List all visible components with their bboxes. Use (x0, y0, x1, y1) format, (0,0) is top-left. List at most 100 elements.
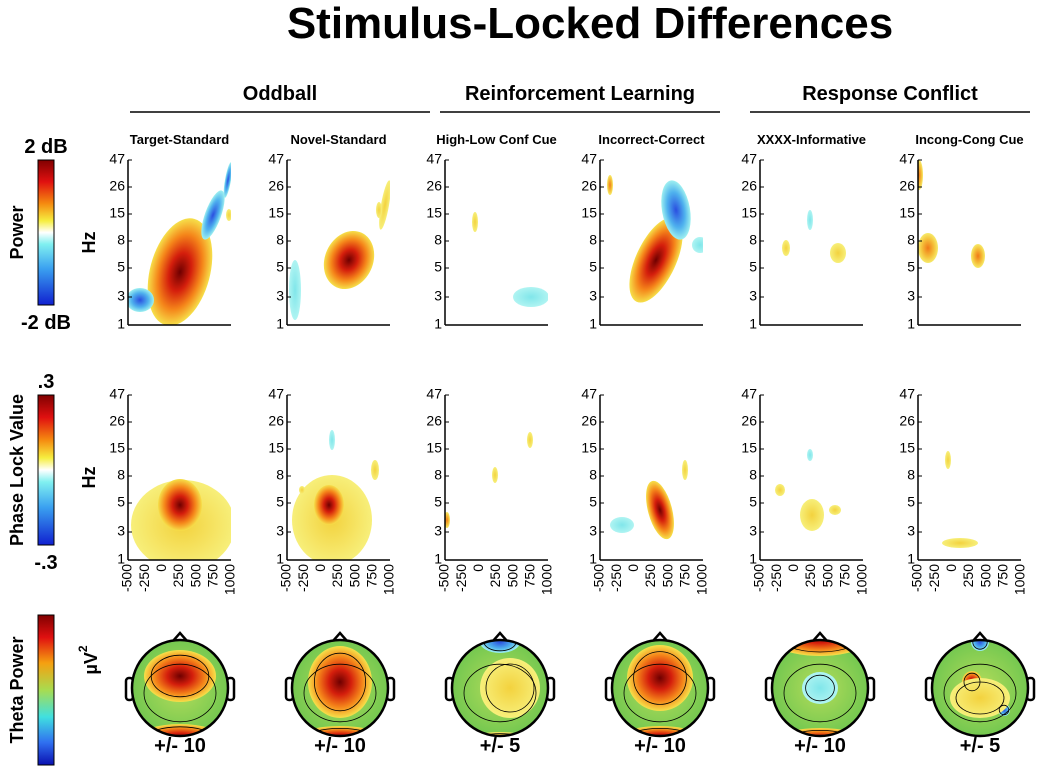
y-tick-label: 15 (741, 440, 757, 456)
y-tick-label: 1 (589, 316, 597, 332)
heatmap-blob (223, 162, 231, 198)
x-tick-label: 1000 (1012, 564, 1028, 595)
heatmap-blob (775, 484, 785, 496)
y-tick-label: 8 (434, 467, 442, 483)
y-tick-label: 3 (117, 288, 125, 304)
y-tick-label: 15 (268, 440, 284, 456)
axis-label: Hz (79, 232, 99, 254)
x-tick-label: -250 (608, 564, 624, 592)
colorbar-min: -2 dB (21, 312, 71, 334)
y-tick-label: 8 (276, 467, 284, 483)
contour (623, 663, 697, 723)
heatmap (942, 451, 978, 548)
y-tick-label: 15 (899, 205, 915, 221)
x-tick-label: 750 (995, 564, 1011, 588)
figure-title: Stimulus-Locked Differences (287, 0, 893, 48)
x-tick-label: 1000 (222, 564, 238, 595)
x-tick-label: -250 (768, 564, 784, 592)
y-tick-label: 15 (741, 205, 757, 221)
contour (313, 652, 366, 712)
contour (305, 728, 374, 736)
y-tick-label: 8 (589, 232, 597, 248)
heatmap (292, 430, 379, 560)
y-tick-label: 26 (268, 178, 284, 194)
head-outline (450, 638, 550, 738)
x-tick-label: 750 (522, 564, 538, 588)
y-tick-label: 1 (276, 551, 284, 567)
heatmap-blob (329, 430, 335, 450)
topoplot (452, 640, 548, 736)
contour (805, 674, 835, 702)
y-tick-label: 3 (589, 288, 597, 304)
heatmap-blob (830, 243, 846, 263)
topoplot (612, 640, 708, 736)
heatmap-blob (513, 287, 548, 307)
y-tick-label: 47 (741, 386, 757, 402)
x-tick-label: 750 (837, 564, 853, 588)
topo-blob (971, 640, 989, 651)
y-tick-label: 8 (117, 467, 125, 483)
y-tick-label: 8 (117, 232, 125, 248)
x-tick-label: 750 (677, 564, 693, 588)
x-tick-label: 0 (943, 564, 959, 572)
heatmap-blob (607, 175, 613, 195)
y-tick-label: 1 (434, 316, 442, 332)
y-tick-label: 3 (117, 523, 125, 539)
y-tick-label: 26 (109, 178, 125, 194)
y-tick-label: 3 (749, 523, 757, 539)
y-tick-label: 8 (749, 232, 757, 248)
y-tick-label: 5 (749, 494, 757, 510)
y-tick-label: 47 (426, 386, 442, 402)
heatmap (610, 460, 688, 540)
y-tick-label: 47 (109, 151, 125, 167)
column-title: Incong-Cong Cue (915, 132, 1023, 147)
y-tick-label: 47 (109, 386, 125, 402)
x-tick-label: 500 (659, 564, 675, 588)
y-tick-label: 15 (581, 440, 597, 456)
y-tick-label: 47 (741, 151, 757, 167)
x-tick-label: -500 (751, 564, 767, 592)
y-tick-label: 15 (109, 205, 125, 221)
topoplot (772, 640, 868, 736)
y-tick-label: 1 (907, 551, 915, 567)
heatmap-blob (445, 512, 450, 528)
y-tick-label: 15 (268, 205, 284, 221)
axis-label: Hz (79, 467, 99, 489)
y-tick-label: 47 (426, 151, 442, 167)
x-tick-label: 0 (785, 564, 801, 572)
y-tick-label: 8 (749, 467, 757, 483)
y-tick-label: 26 (426, 178, 442, 194)
contour (943, 663, 1017, 723)
topo-scale: +/- 10 (634, 735, 686, 757)
topo-blob (772, 640, 868, 656)
x-tick-label: 250 (642, 564, 658, 588)
colorbar-max: 2 dB (24, 136, 67, 158)
y-tick-label: 26 (741, 413, 757, 429)
contour (485, 663, 535, 713)
group-label: Response Conflict (802, 83, 978, 105)
contour (463, 663, 537, 723)
y-tick-label: 5 (434, 494, 442, 510)
heatmap-blob (376, 202, 382, 218)
x-tick-label: 0 (625, 564, 641, 572)
topo-scale: +/- 5 (480, 735, 521, 757)
contour (145, 726, 214, 736)
y-tick-label: 15 (109, 440, 125, 456)
y-tick-label: 26 (426, 413, 442, 429)
y-tick-label: 5 (276, 259, 284, 275)
y-tick-label: 3 (434, 288, 442, 304)
x-tick-label: -500 (909, 564, 925, 592)
heatmap-blob (492, 467, 498, 483)
x-tick-label: -250 (453, 564, 469, 592)
colorbar (37, 159, 55, 306)
y-tick-label: 5 (907, 494, 915, 510)
heatmap-blob (299, 486, 305, 494)
heatmap-blob (314, 485, 344, 525)
heatmap (782, 210, 846, 263)
y-tick-label: 5 (117, 259, 125, 275)
x-tick-label: -250 (136, 564, 152, 592)
column-title: Incorrect-Correct (598, 132, 705, 147)
heatmap-blob (942, 538, 978, 548)
y-tick-label: 1 (117, 551, 125, 567)
